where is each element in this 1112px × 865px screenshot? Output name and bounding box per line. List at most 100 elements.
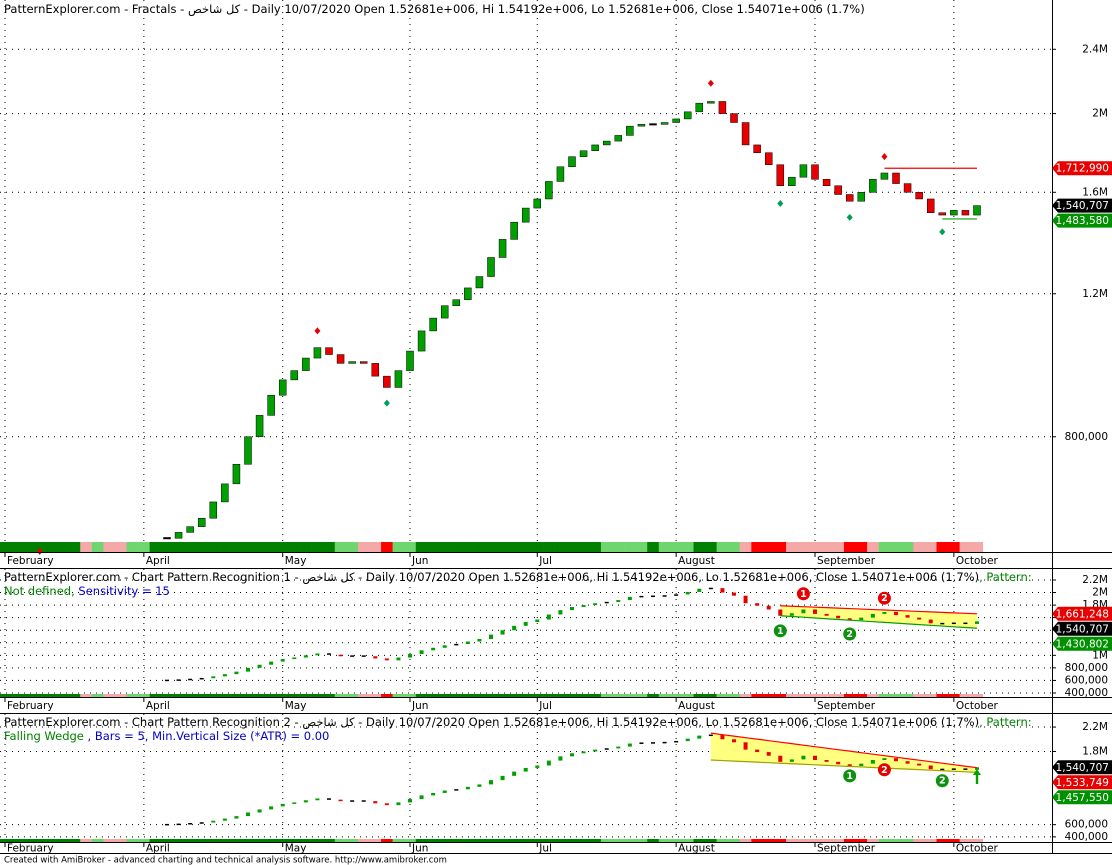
ribbon-cell [566,694,579,697]
x-tick-label: September [817,843,876,855]
candle [697,735,702,739]
candle [338,654,343,657]
ribbon-cell [381,694,393,697]
ribbon-cell [207,839,220,842]
ribbon-cell [22,542,35,552]
candle [186,526,194,533]
ribbon-cell [114,694,127,697]
ribbon-cell [265,839,278,842]
ribbon-cell [103,839,116,842]
ribbon-cell [91,542,104,552]
ribbon-cell [716,694,729,697]
candle [730,113,738,123]
ribbon-cell [357,542,370,552]
ribbon-cell [577,542,590,552]
ribbon-cell [797,839,810,842]
candle [917,617,922,620]
candle [894,612,898,616]
ribbon-cell [346,839,359,842]
ribbon-cell [843,694,856,697]
pane-header: PatternExplorer.com - Fractals - كل شاخص… [4,2,1044,16]
candle [813,755,817,761]
ribbon-cell [705,542,717,552]
candle [465,641,470,645]
pane-background [0,714,1052,842]
candle [975,767,979,770]
ribbon-cell [172,542,185,552]
candle [452,299,461,306]
pattern-lower-line [780,615,978,629]
ribbon-cell [543,694,555,697]
x-tick-label: May [285,843,307,855]
candle [325,347,333,355]
axis-background [1052,0,1112,568]
up-fractal [314,327,321,335]
ribbon-cell [184,694,197,697]
down-fractal [846,213,853,221]
ribbon-cell [959,694,972,697]
candle [303,655,308,658]
candle [546,760,551,766]
ribbon-cell [971,694,984,697]
x-tick-label: February [7,555,54,567]
ribbon-cell [311,839,324,842]
ribbon-cell [658,542,671,552]
candle [973,205,981,216]
ribbon-cell [161,542,174,552]
price-badge [1052,213,1112,228]
candle [672,118,680,123]
candle [361,655,366,657]
x-tick-label: April [146,700,170,712]
ribbon-cell [762,542,775,552]
pattern-text: , Pattern: Not defined, [4,570,1032,598]
ribbon-cell [323,694,336,697]
ribbon-cell [438,542,451,552]
ribbon-cell [462,542,474,552]
candle [373,656,378,659]
price-badge-label: 1,540,707 [1056,623,1109,635]
price-badge [1052,790,1112,805]
ribbon-cell [126,542,139,552]
candle [535,619,540,623]
pattern-point-label: 2 [939,776,946,787]
x-tick-label: Jun [411,700,428,712]
ribbon-cell [809,694,822,697]
up-fractal [36,547,43,555]
candle [685,591,690,595]
candle [384,658,389,661]
y-tick-label: 2.2M [1082,721,1108,733]
ribbon-cell [658,839,671,842]
candle [789,613,794,616]
ribbon-cell [890,694,903,697]
price-badge-label: 1,712,990 [1056,163,1109,175]
x-tick-label: August [678,843,715,855]
ribbon-cell [404,542,417,552]
y-tick-label: 400,000 [1065,831,1108,843]
ribbon-cell [843,542,856,552]
ribbon-cell [531,839,544,842]
ribbon-cell [230,694,243,697]
candle [685,738,690,742]
candle [523,622,528,626]
ribbon-cell [138,839,150,842]
ribbon-cell [149,542,162,552]
ribbon-cell [693,694,706,697]
ribbon-cell [0,542,12,552]
ribbon-cell [519,694,532,697]
x-tick-label: September [817,700,876,712]
ribbon-cell [762,694,775,697]
ribbon-cell [438,694,451,697]
ribbon-cell [577,694,590,697]
candle [579,150,588,157]
ribbon-cell [149,839,162,842]
x-tick-label: Jun [411,843,428,855]
ribbon-cell [867,542,879,552]
candle [639,595,644,598]
ribbon-cell [288,542,301,552]
x-tick-label: August [678,555,715,567]
candle [847,618,852,621]
candle [707,101,715,104]
ribbon-cell [728,542,741,552]
candle [905,615,910,618]
